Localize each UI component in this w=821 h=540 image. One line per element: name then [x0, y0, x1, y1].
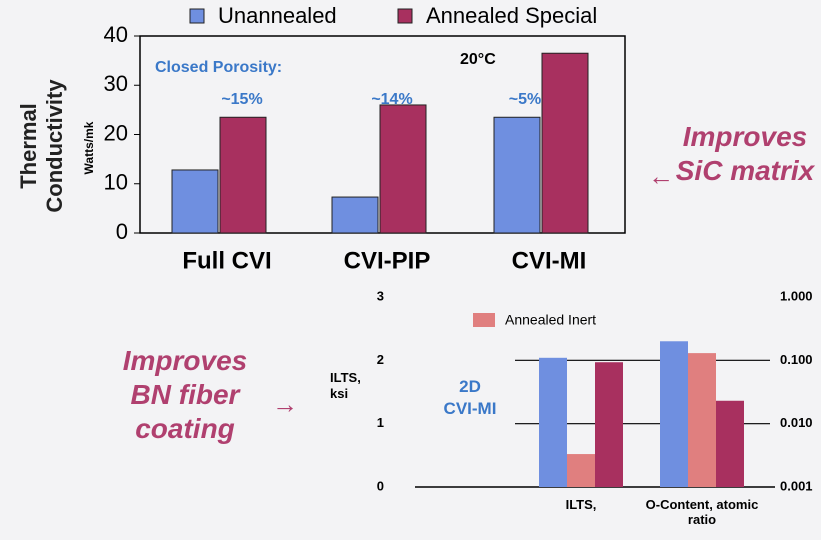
- y2-tick-label: 0.100: [780, 352, 813, 367]
- y-tick-label: 2: [377, 352, 384, 367]
- bar: [493, 116, 541, 234]
- annotation: 2D CVI-MI: [443, 377, 497, 418]
- y-tick-label: 40: [104, 22, 128, 47]
- bar: [567, 454, 595, 487]
- annotation: ~15%: [221, 91, 262, 108]
- legend-label: Annealed Inert: [505, 312, 596, 328]
- x-tick-label: O-Content, atomic ratio: [645, 497, 759, 527]
- y2-tick-label: 0.010: [780, 415, 813, 430]
- annotation: ~5%: [509, 91, 541, 108]
- bar: [541, 52, 589, 234]
- side-note: Improves BN fiber coating: [122, 345, 248, 444]
- arrow: ←: [648, 161, 674, 191]
- y2-tick-label: 0.001: [780, 478, 813, 493]
- annotation: 20°C: [460, 51, 496, 68]
- y2-tick-label: 1.000: [780, 288, 813, 303]
- y-axis-label: Thermal Conductivity: [16, 79, 67, 213]
- bar: [219, 116, 267, 234]
- legend-swatch: [189, 8, 205, 24]
- x-tick-label: Full CVI: [182, 247, 271, 274]
- bar: [688, 353, 716, 487]
- bar: [331, 196, 379, 234]
- x-tick-label: ILTS,: [565, 497, 597, 512]
- legend-swatch: [473, 313, 495, 327]
- legend-label: Annealed Special: [426, 3, 597, 28]
- y-axis-label: ILTS, ksi: [330, 370, 361, 401]
- y-tick-label: 0: [377, 478, 384, 493]
- bar: [539, 357, 567, 487]
- y-tick-label: 0: [116, 219, 128, 244]
- bar: [379, 104, 427, 234]
- annotation: ~14%: [371, 91, 412, 108]
- bar: [660, 341, 688, 487]
- x-tick-label: CVI-MI: [512, 247, 587, 274]
- legend-label: Unannealed: [218, 3, 337, 28]
- y-tick-label: 30: [104, 71, 128, 96]
- arrow: →: [272, 389, 298, 419]
- bar: [595, 362, 623, 487]
- bar: [171, 169, 219, 234]
- legend-swatch: [397, 8, 413, 24]
- y-tick-label: 3: [377, 288, 384, 303]
- y-unit: Watts/mk: [82, 121, 96, 174]
- annotation: Closed Porosity:: [155, 59, 282, 76]
- y-tick-label: 20: [104, 120, 128, 145]
- y-tick-label: 10: [104, 170, 128, 195]
- side-note: Improves SiC matrix: [675, 121, 815, 186]
- x-tick-label: CVI-PIP: [344, 247, 431, 274]
- y-tick-label: 1: [377, 415, 384, 430]
- bar: [716, 400, 744, 487]
